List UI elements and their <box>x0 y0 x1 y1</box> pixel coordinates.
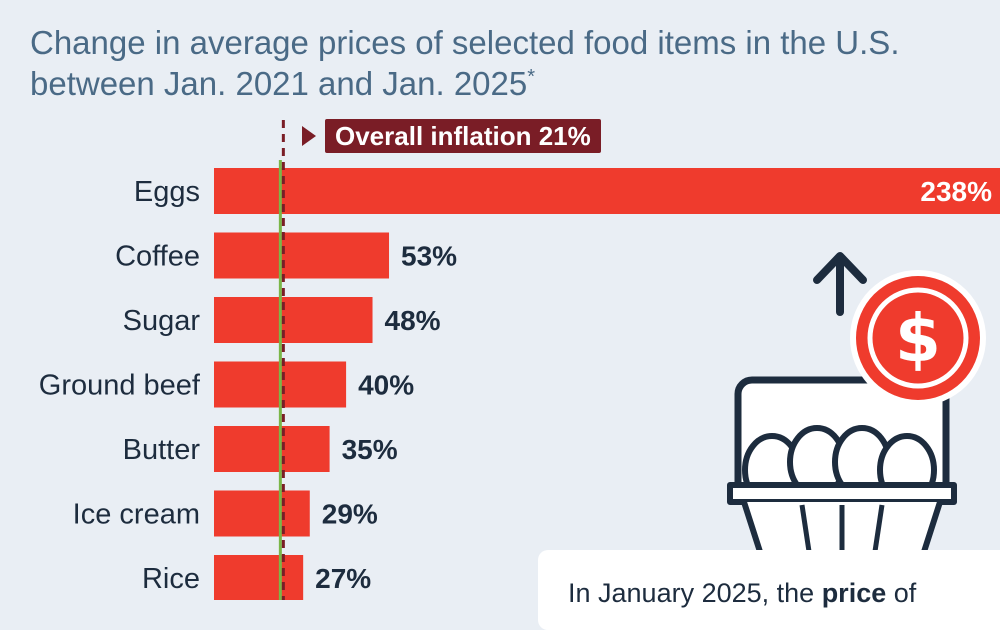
bar-ice-cream <box>214 490 310 537</box>
category-label: Sugar <box>123 305 201 337</box>
chart-title-text: Change in average prices of selected foo… <box>30 24 900 102</box>
bar-eggs <box>214 168 1000 214</box>
dollar-coin-icon: $ <box>850 270 986 406</box>
value-label: 29% <box>322 499 378 530</box>
svg-text:$: $ <box>895 300 941 377</box>
category-label: Coffee <box>115 241 200 273</box>
value-label: 238% <box>920 176 992 207</box>
bar-chart: Eggs 238% Coffee 53% Sugar 48% Ground beef 40% B… <box>39 120 1000 600</box>
category-label: Butter <box>123 434 201 466</box>
callout-tail: of <box>886 578 917 608</box>
callout-strong: price <box>821 578 887 608</box>
info-callout: In January 2025, the price of <box>538 550 1000 630</box>
value-label: 27% <box>315 563 371 594</box>
callout-lead: In January 2025, the <box>568 578 822 608</box>
up-arrow-icon <box>813 252 867 316</box>
category-label: Eggs <box>134 176 200 208</box>
egg-price-illustration: $ <box>727 252 986 560</box>
value-label: 35% <box>342 434 398 465</box>
value-label: 48% <box>385 305 441 336</box>
bar-coffee <box>214 232 390 279</box>
egg-carton-icon <box>727 376 957 560</box>
chart-title: Change in average prices of selected foo… <box>30 22 990 104</box>
category-label: Rice <box>142 563 200 595</box>
category-label: Ground beef <box>39 370 201 402</box>
value-label: 40% <box>358 370 414 401</box>
bar-butter <box>214 426 330 472</box>
bar-rice <box>214 555 304 600</box>
reference-arrow-icon <box>302 126 316 146</box>
reference-label: Overall inflation 21% <box>325 119 601 153</box>
value-label: 53% <box>401 241 457 272</box>
bar-sugar <box>214 297 373 343</box>
category-label: Ice cream <box>73 499 200 531</box>
title-footnote-marker: * <box>527 66 536 88</box>
